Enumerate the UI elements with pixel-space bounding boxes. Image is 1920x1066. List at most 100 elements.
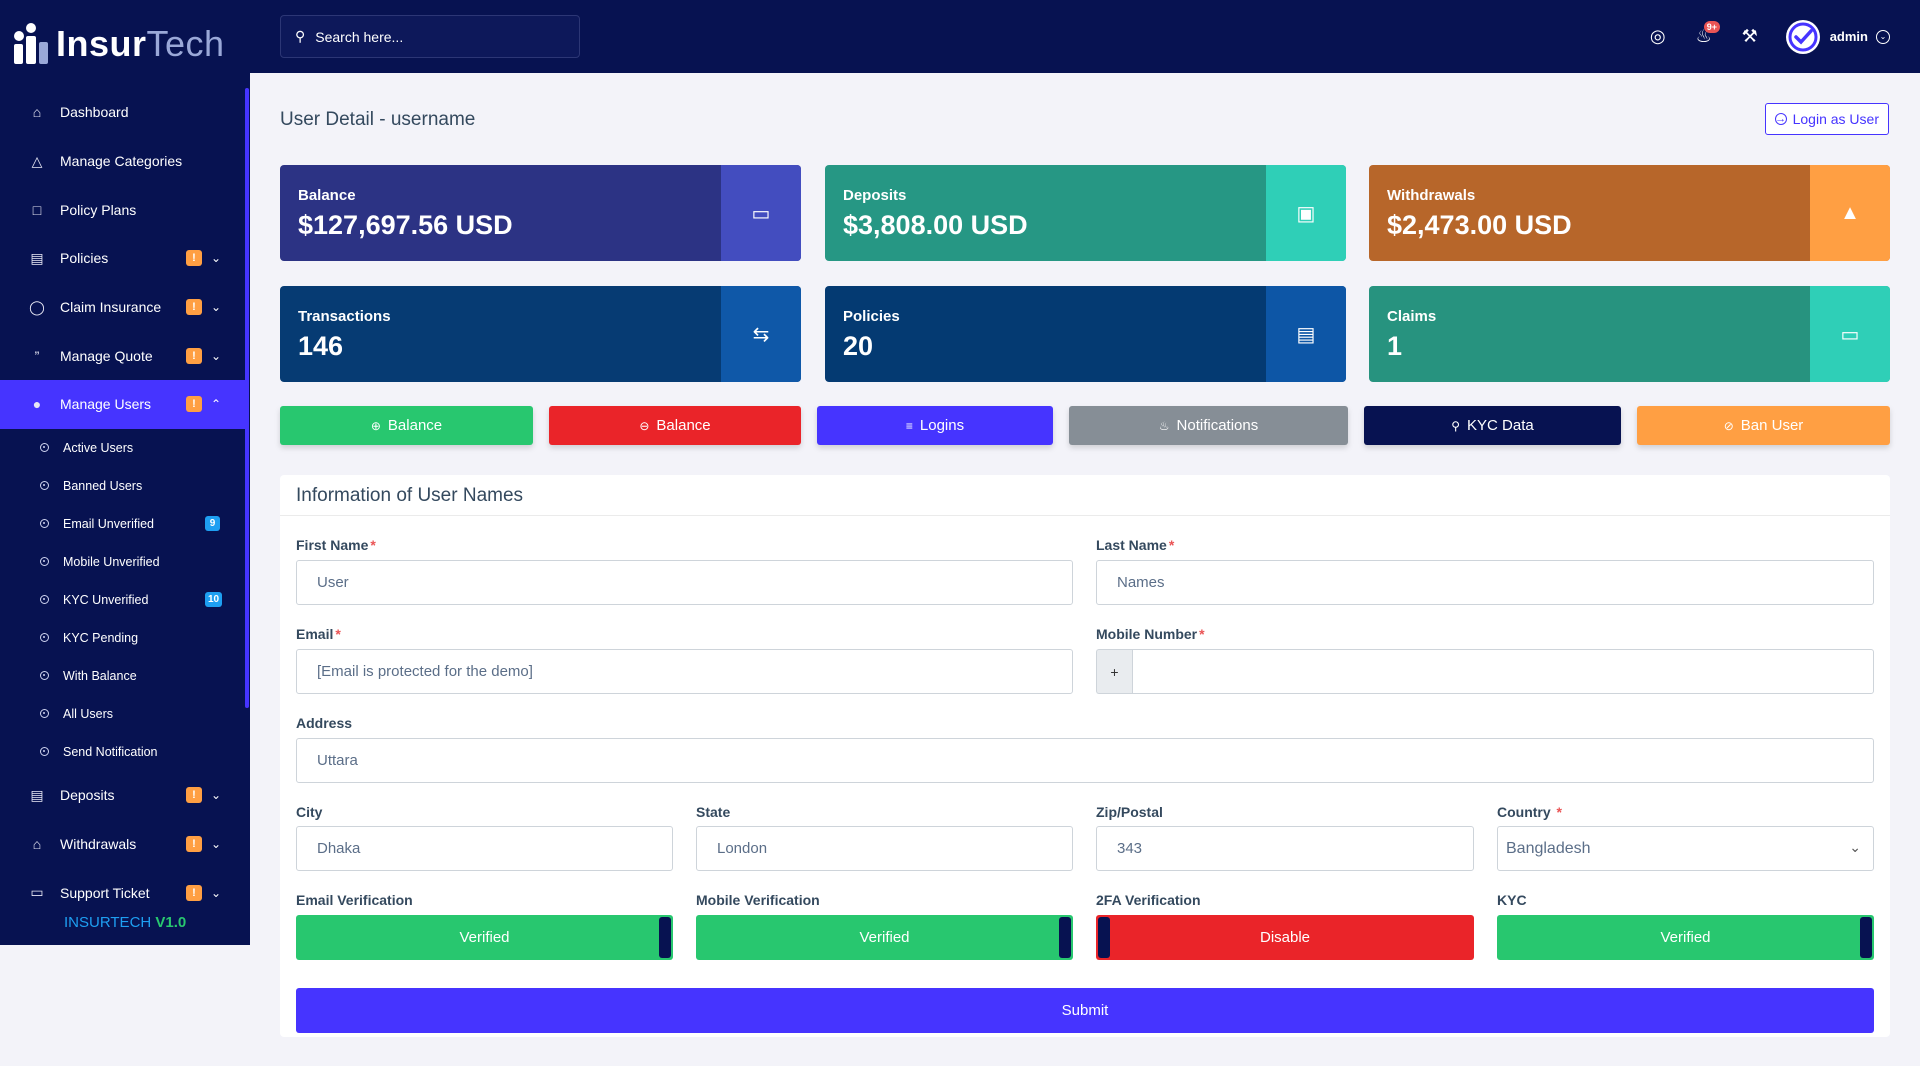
stat-label: Withdrawals (1387, 187, 1476, 204)
quote-icon: ” (34, 347, 40, 364)
search-input[interactable]: ⚲ Search here... (280, 15, 580, 58)
zip-field[interactable]: 343 (1096, 826, 1474, 871)
card-title: Information of User Names (280, 475, 1890, 516)
sidebar-item-claim-insurance[interactable]: ◯ Claim Insurance ! ⌄ (0, 283, 245, 332)
city-field[interactable]: Dhaka (296, 826, 673, 871)
first-name-field[interactable]: User (296, 560, 1073, 605)
kyc-data-button[interactable]: ⚲ KYC Data (1364, 406, 1621, 445)
chevron-up-icon: ⌃ (211, 397, 222, 412)
button-label: Notifications (1176, 417, 1259, 434)
stat-card-balance[interactable]: Balance $127,697.56 USD ▭ (280, 165, 801, 261)
stat-value: 20 (843, 331, 874, 361)
manage-users-submenu: Active Users Banned Users Email Unverifi… (0, 428, 245, 771)
logins-button[interactable]: ≡ Logins (817, 406, 1053, 445)
add-balance-button[interactable]: ⊕ Balance (280, 406, 533, 445)
sidebar: InsurTech ⌂ Dashboard △ Manage Categorie… (0, 0, 250, 945)
sidebar-subitem-kyc-pending[interactable]: KYC Pending (0, 619, 245, 657)
file-icon: ▤ (30, 249, 44, 266)
state-field[interactable]: London (696, 826, 1073, 871)
twofa-verification-label: 2FA Verification (1096, 892, 1201, 908)
sidebar-item-support-ticket[interactable]: ▭ Support Ticket ! ⌄ (0, 868, 245, 917)
list-icon: ≡ (905, 418, 913, 433)
sidebar-item-dashboard[interactable]: ⌂ Dashboard (0, 88, 245, 137)
logo-text: InsurTech (56, 23, 225, 64)
stat-card-withdrawals[interactable]: Withdrawals $2,473.00 USD ▲ (1369, 165, 1890, 261)
sidebar-subitem-email-unverified[interactable]: Email Unverified 9 (0, 505, 245, 543)
bell-icon: ♨ (1158, 418, 1170, 433)
count-badge: 9 (205, 516, 220, 532)
sidebar-item-label: Claim Insurance (60, 299, 162, 316)
sidebar-subitem-label: Active Users (63, 440, 134, 455)
country-select[interactable]: Bangladesh ⌄ (1497, 826, 1874, 871)
sidebar-item-manage-quote[interactable]: ” Manage Quote ! ⌄ (0, 331, 245, 380)
bell-icon[interactable]: ♨ 9+ (1694, 20, 1720, 47)
sidebar-subitem-all-users[interactable]: All Users (0, 695, 245, 733)
submit-button[interactable]: Submit (296, 988, 1874, 1033)
sidebar-subitem-kyc-unverified[interactable]: KYC Unverified 10 (0, 581, 245, 619)
page-title: User Detail - username (280, 109, 476, 130)
ban-user-button[interactable]: ⊘ Ban User (1637, 406, 1890, 445)
sidebar-item-withdrawals[interactable]: ⌂ Withdrawals ! ⌄ (0, 820, 245, 869)
chevron-down-icon: ⌄ (211, 885, 222, 900)
sidebar-subitem-with-balance[interactable]: With Balance (0, 657, 245, 695)
chevron-down-icon[interactable]: ⌄ (1876, 29, 1890, 44)
mobile-verification-label: Mobile Verification (696, 892, 820, 908)
sidebar-item-label: Withdrawals (60, 835, 137, 852)
shapes-icon: △ (31, 152, 43, 169)
mobile-verification-toggle[interactable]: Verified (696, 915, 1073, 960)
email-label: Email * (296, 626, 341, 642)
stat-card-claims[interactable]: Claims 1 ▭ (1369, 286, 1890, 382)
globe-icon[interactable]: ◎ (1649, 26, 1666, 46)
alert-badge: ! (186, 347, 202, 364)
notifications-button[interactable]: ♨ Notifications (1069, 406, 1348, 445)
stat-card-policies[interactable]: Policies 20 ▤ (825, 286, 1346, 382)
sidebar-subitem-mobile-unverified[interactable]: Mobile Unverified (0, 543, 245, 581)
email-verification-toggle[interactable]: Verified (296, 915, 673, 960)
stat-label: Policies (843, 308, 900, 325)
kyc-toggle[interactable]: Verified (1497, 915, 1874, 960)
email-field[interactable]: [Email is protected for the demo] (296, 649, 1073, 694)
address-field[interactable]: Uttara (296, 738, 1874, 783)
last-name-field[interactable]: Names (1096, 560, 1874, 605)
mobile-field[interactable] (1132, 649, 1874, 694)
stat-value: $127,697.56 USD (298, 210, 513, 240)
exchange-icon: ⇆ (721, 286, 801, 382)
sidebar-item-policy-plans[interactable]: □ Policy Plans (0, 185, 245, 234)
sidebar-item-manage-users[interactable]: ● Manage Users ! ⌃ (0, 380, 245, 429)
sidebar-scrollbar[interactable] (245, 88, 249, 708)
last-name-label: Last Name * (1096, 537, 1175, 553)
first-name-label: First Name * (296, 537, 376, 553)
sidebar-item-deposits[interactable]: ▤ Deposits ! ⌄ (0, 771, 245, 820)
sidebar-subitem-active-users[interactable]: Active Users (0, 429, 245, 467)
address-label: Address (296, 715, 353, 731)
alert-badge: ! (186, 787, 202, 804)
toggle-label: Verified (459, 929, 510, 946)
sidebar-subitem-send-notification[interactable]: Send Notification (0, 733, 245, 771)
login-as-user-button[interactable]: → Login as User (1764, 103, 1889, 135)
sidebar-item-manage-categories[interactable]: △ Manage Categories (0, 137, 245, 186)
circle-dot-icon (40, 633, 49, 643)
circle-dot-icon (40, 481, 49, 491)
sidebar-subitem-label: Email Unverified (63, 516, 155, 531)
stat-card-deposits[interactable]: Deposits $3,808.00 USD ▣ (825, 165, 1346, 261)
sidebar-item-policies[interactable]: ▤ Policies ! ⌄ (0, 234, 245, 283)
toggle-label: Verified (1660, 929, 1711, 946)
toggle-handle (1059, 917, 1071, 958)
sidebar-subitem-label: Mobile Unverified (63, 554, 160, 569)
logo[interactable]: InsurTech (0, 0, 250, 88)
circle-dot-icon (40, 595, 49, 605)
circle-dot-icon (40, 443, 49, 453)
twofa-verification-toggle[interactable]: Disable (1096, 915, 1474, 960)
admin-name[interactable]: admin (1829, 29, 1868, 44)
wallet-icon: ▣ (1266, 165, 1346, 261)
avatar[interactable] (1785, 19, 1820, 54)
count-badge: 10 (205, 592, 223, 608)
stat-card-transactions[interactable]: Transactions 146 ⇆ (280, 286, 801, 382)
toggle-label: Verified (859, 929, 910, 946)
subtract-balance-button[interactable]: ⊖ Balance (549, 406, 801, 445)
city-label: City (296, 804, 323, 820)
wrench-icon[interactable]: ⚒ (1741, 26, 1758, 46)
stat-body: Claims 1 (1369, 286, 1810, 382)
sidebar-subitem-banned-users[interactable]: Banned Users (0, 467, 245, 505)
bank-icon: ⌂ (32, 835, 42, 852)
